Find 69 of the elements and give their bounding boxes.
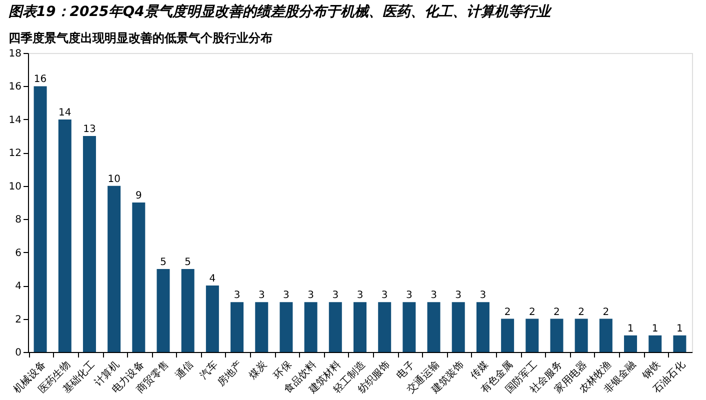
bar [648,335,662,352]
data-label: 2 [578,306,585,318]
data-label: 3 [258,290,265,302]
bar [328,302,342,352]
bar [452,302,465,352]
y-tick-label: 16 [8,82,22,93]
data-label: 3 [455,290,462,302]
data-label: 14 [58,107,72,118]
chart-title: 图表19：2025年Q4景气度明显改善的绩差股分布于机械、医药、化工、计算机等行业 [8,3,552,20]
bar [574,318,588,352]
y-tick-label: 4 [15,281,22,292]
y-tick-label: 12 [8,148,22,160]
bar [132,202,146,352]
bar [599,318,612,352]
bar [476,302,490,352]
bar [181,268,194,352]
bar [402,302,416,352]
data-label: 2 [602,306,610,318]
data-label: 2 [504,306,511,318]
bar [624,335,638,352]
y-tick-label: 10 [8,181,22,192]
bar [108,186,121,352]
bar [427,302,440,352]
x-tick-label: 通信 [173,358,196,382]
data-label: 10 [108,174,120,185]
bar [501,318,514,352]
data-label: 2 [528,306,536,318]
bar [526,318,539,352]
bar [378,302,392,352]
data-label: 3 [430,290,437,302]
data-label: 13 [83,124,96,136]
data-label: 1 [652,323,658,334]
data-label: 2 [554,306,560,318]
bar [255,302,268,352]
y-tick-label: 0 [15,348,22,358]
x-tick-label: 房地产 [215,358,245,388]
bar [34,86,47,352]
data-label: 1 [627,323,634,334]
data-label: 16 [34,74,47,86]
bar [58,119,72,352]
y-tick-label: 18 [8,48,22,60]
data-label: 3 [283,290,290,302]
x-tick-label: 煤炭 [246,358,270,382]
chart-subtitle: 四季度景气度出现明显改善的低景气个股行业分布 [8,31,272,45]
bar [550,318,564,352]
bar [206,286,219,352]
bar [673,335,686,352]
data-label: 9 [135,190,142,202]
data-label: 5 [184,256,192,268]
bar [156,268,170,352]
data-label: 3 [308,290,314,302]
data-label: 3 [406,290,412,302]
data-label: 3 [234,290,240,302]
y-tick-label: 2 [15,314,22,326]
data-label: 3 [356,290,364,302]
data-label: 3 [480,290,486,302]
bar [354,302,366,352]
bar [304,302,318,352]
bar [82,136,96,352]
data-label: 1 [676,323,683,334]
y-tick-label: 14 [8,114,22,126]
bar [230,302,244,352]
data-label: 3 [332,290,339,302]
y-tick-label: 8 [15,214,22,226]
data-label: 4 [209,274,216,285]
data-label: 3 [381,290,388,302]
data-label: 5 [160,256,166,268]
bar [280,302,293,352]
y-tick-label: 6 [15,248,22,259]
